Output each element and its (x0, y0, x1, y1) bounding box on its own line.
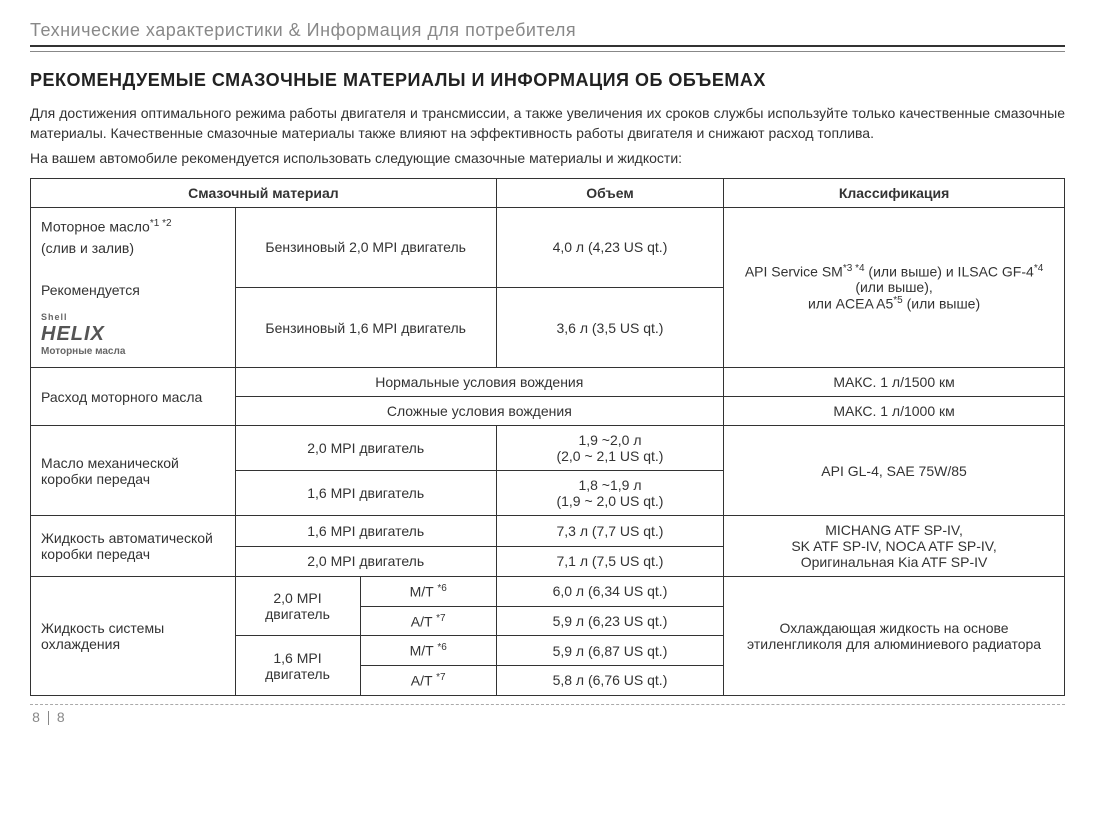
class-text: (или выше) и ILSAC GF-4 (865, 263, 1034, 279)
intro-paragraph-1: Для достижения оптимального режима работ… (30, 103, 1065, 144)
classification-cell: MICHANG ATF SP-IV, SK ATF SP-IV, NOCA AT… (724, 516, 1065, 577)
coolant-label: Жидкость системы охлаждения (31, 577, 236, 696)
vol-line2: (1,9 ~ 2,0 US qt.) (556, 493, 663, 509)
trans-note: *7 (436, 672, 445, 683)
trans-note: *6 (437, 642, 446, 653)
page-footer: 8 8 (30, 704, 1065, 725)
main-title: РЕКОМЕНДУЕМЫЕ СМАЗОЧНЫЕ МАТЕРИАЛЫ И ИНФО… (30, 70, 1065, 91)
lubricants-table: Смазочный материал Объем Классификация М… (30, 178, 1065, 696)
classification-cell: Охлаждающая жидкость на основе этиленгли… (724, 577, 1065, 696)
helix-subtext: Моторные масла (41, 344, 225, 359)
classification-cell: API GL-4, SAE 75W/85 (724, 426, 1065, 516)
trans-label: A/T (411, 613, 436, 629)
class-text: API Service SM (745, 263, 843, 279)
page-number-left: 8 (30, 709, 42, 725)
col-classification: Классификация (724, 178, 1065, 207)
manual-trans-label: Масло механической коробки передач (31, 426, 236, 516)
consumption-condition: Нормальные условия вождения (235, 368, 724, 397)
coolant-trans: A/T *7 (360, 666, 496, 696)
coolant-engine: 1,6 MPI двигатель (235, 636, 360, 695)
coolant-engine: 2,0 MPI двигатель (235, 577, 360, 636)
trans-note: *6 (437, 583, 446, 594)
trans-label: M/T (410, 584, 438, 600)
volume-cell: 6,0 л (6,34 US qt.) (496, 577, 723, 607)
classification-cell: API Service SM*3 *4 (или выше) и ILSAC G… (724, 207, 1065, 367)
page-header: Технические характеристики & Информация … (30, 20, 1065, 47)
helix-shell-text: Shell (41, 311, 225, 325)
motor-oil-recommend: Рекомендуется (41, 282, 140, 298)
helix-brand-block: Shell HELIX Моторные масла (41, 311, 225, 360)
class-text: (или выше), (855, 279, 932, 295)
auto-trans-label: Жидкость автоматической коробки передач (31, 516, 236, 577)
table-row: Расход моторного масла Нормальные услови… (31, 368, 1065, 397)
header-divider (30, 51, 1065, 52)
class-text: или ACEA A5 (808, 296, 893, 312)
consumption-value: МАКС. 1 л/1500 км (724, 368, 1065, 397)
class-line: Оригинальная Kia ATF SP-IV (801, 554, 988, 570)
class-text: (или выше) (903, 296, 980, 312)
page-number-right: 8 (55, 709, 67, 725)
engine-cell: 1,6 MPI двигатель (235, 471, 496, 516)
table-row: Моторное масло*1 *2 (слив и залив) Реком… (31, 207, 1065, 287)
volume-cell: 5,8 л (6,76 US qt.) (496, 666, 723, 696)
coolant-trans: A/T *7 (360, 606, 496, 636)
volume-cell: 5,9 л (6,87 US qt.) (496, 636, 723, 666)
volume-cell: 7,3 л (7,7 US qt.) (496, 516, 723, 547)
trans-label: A/T (411, 673, 436, 689)
coolant-trans: M/T *6 (360, 577, 496, 607)
class-line: SK ATF SP-IV, NOCA ATF SP-IV, (791, 538, 996, 554)
class-note: *4 (1034, 263, 1043, 274)
motor-oil-label-cell: Моторное масло*1 *2 (слив и залив) Реком… (31, 207, 236, 367)
helix-logo: HELIX (41, 324, 225, 344)
vol-line1: 1,8 ~1,9 л (578, 477, 641, 493)
engine-cell: 2,0 MPI двигатель (235, 546, 496, 577)
coolant-trans: M/T *6 (360, 636, 496, 666)
class-note: *3 *4 (843, 263, 865, 274)
table-row: Жидкость автоматической коробки передач … (31, 516, 1065, 547)
intro-paragraph-2: На вашем автомобиле рекомендуется исполь… (30, 148, 1065, 168)
col-volume: Объем (496, 178, 723, 207)
trans-note: *7 (436, 613, 445, 624)
class-note: *5 (893, 295, 902, 306)
vol-line2: (2,0 ~ 2,1 US qt.) (556, 448, 663, 464)
volume-cell: 1,8 ~1,9 л (1,9 ~ 2,0 US qt.) (496, 471, 723, 516)
engine-cell: 1,6 MPI двигатель (235, 516, 496, 547)
motor-oil-label: Моторное масло (41, 219, 150, 235)
consumption-condition: Сложные условия вождения (235, 397, 724, 426)
volume-cell: 1,9 ~2,0 л (2,0 ~ 2,1 US qt.) (496, 426, 723, 471)
class-line: MICHANG ATF SP-IV, (825, 522, 963, 538)
col-material: Смазочный материал (31, 178, 497, 207)
engine-cell: 2,0 MPI двигатель (235, 426, 496, 471)
consumption-label: Расход моторного масла (31, 368, 236, 426)
trans-label: M/T (410, 643, 438, 659)
motor-oil-sublabel: (слив и залив) (41, 240, 134, 256)
consumption-value: МАКС. 1 л/1000 км (724, 397, 1065, 426)
engine-cell: Бензиновый 2,0 MPI двигатель (235, 207, 496, 287)
volume-cell: 7,1 л (7,5 US qt.) (496, 546, 723, 577)
table-header-row: Смазочный материал Объем Классификация (31, 178, 1065, 207)
volume-cell: 4,0 л (4,23 US qt.) (496, 207, 723, 287)
table-row: Жидкость системы охлаждения 2,0 MPI двиг… (31, 577, 1065, 607)
engine-cell: Бензиновый 1,6 MPI двигатель (235, 287, 496, 367)
volume-cell: 3,6 л (3,5 US qt.) (496, 287, 723, 367)
table-row: Масло механической коробки передач 2,0 M… (31, 426, 1065, 471)
page-separator (48, 711, 49, 725)
volume-cell: 5,9 л (6,23 US qt.) (496, 606, 723, 636)
vol-line1: 1,9 ~2,0 л (578, 432, 641, 448)
motor-oil-note: *1 *2 (150, 218, 172, 229)
